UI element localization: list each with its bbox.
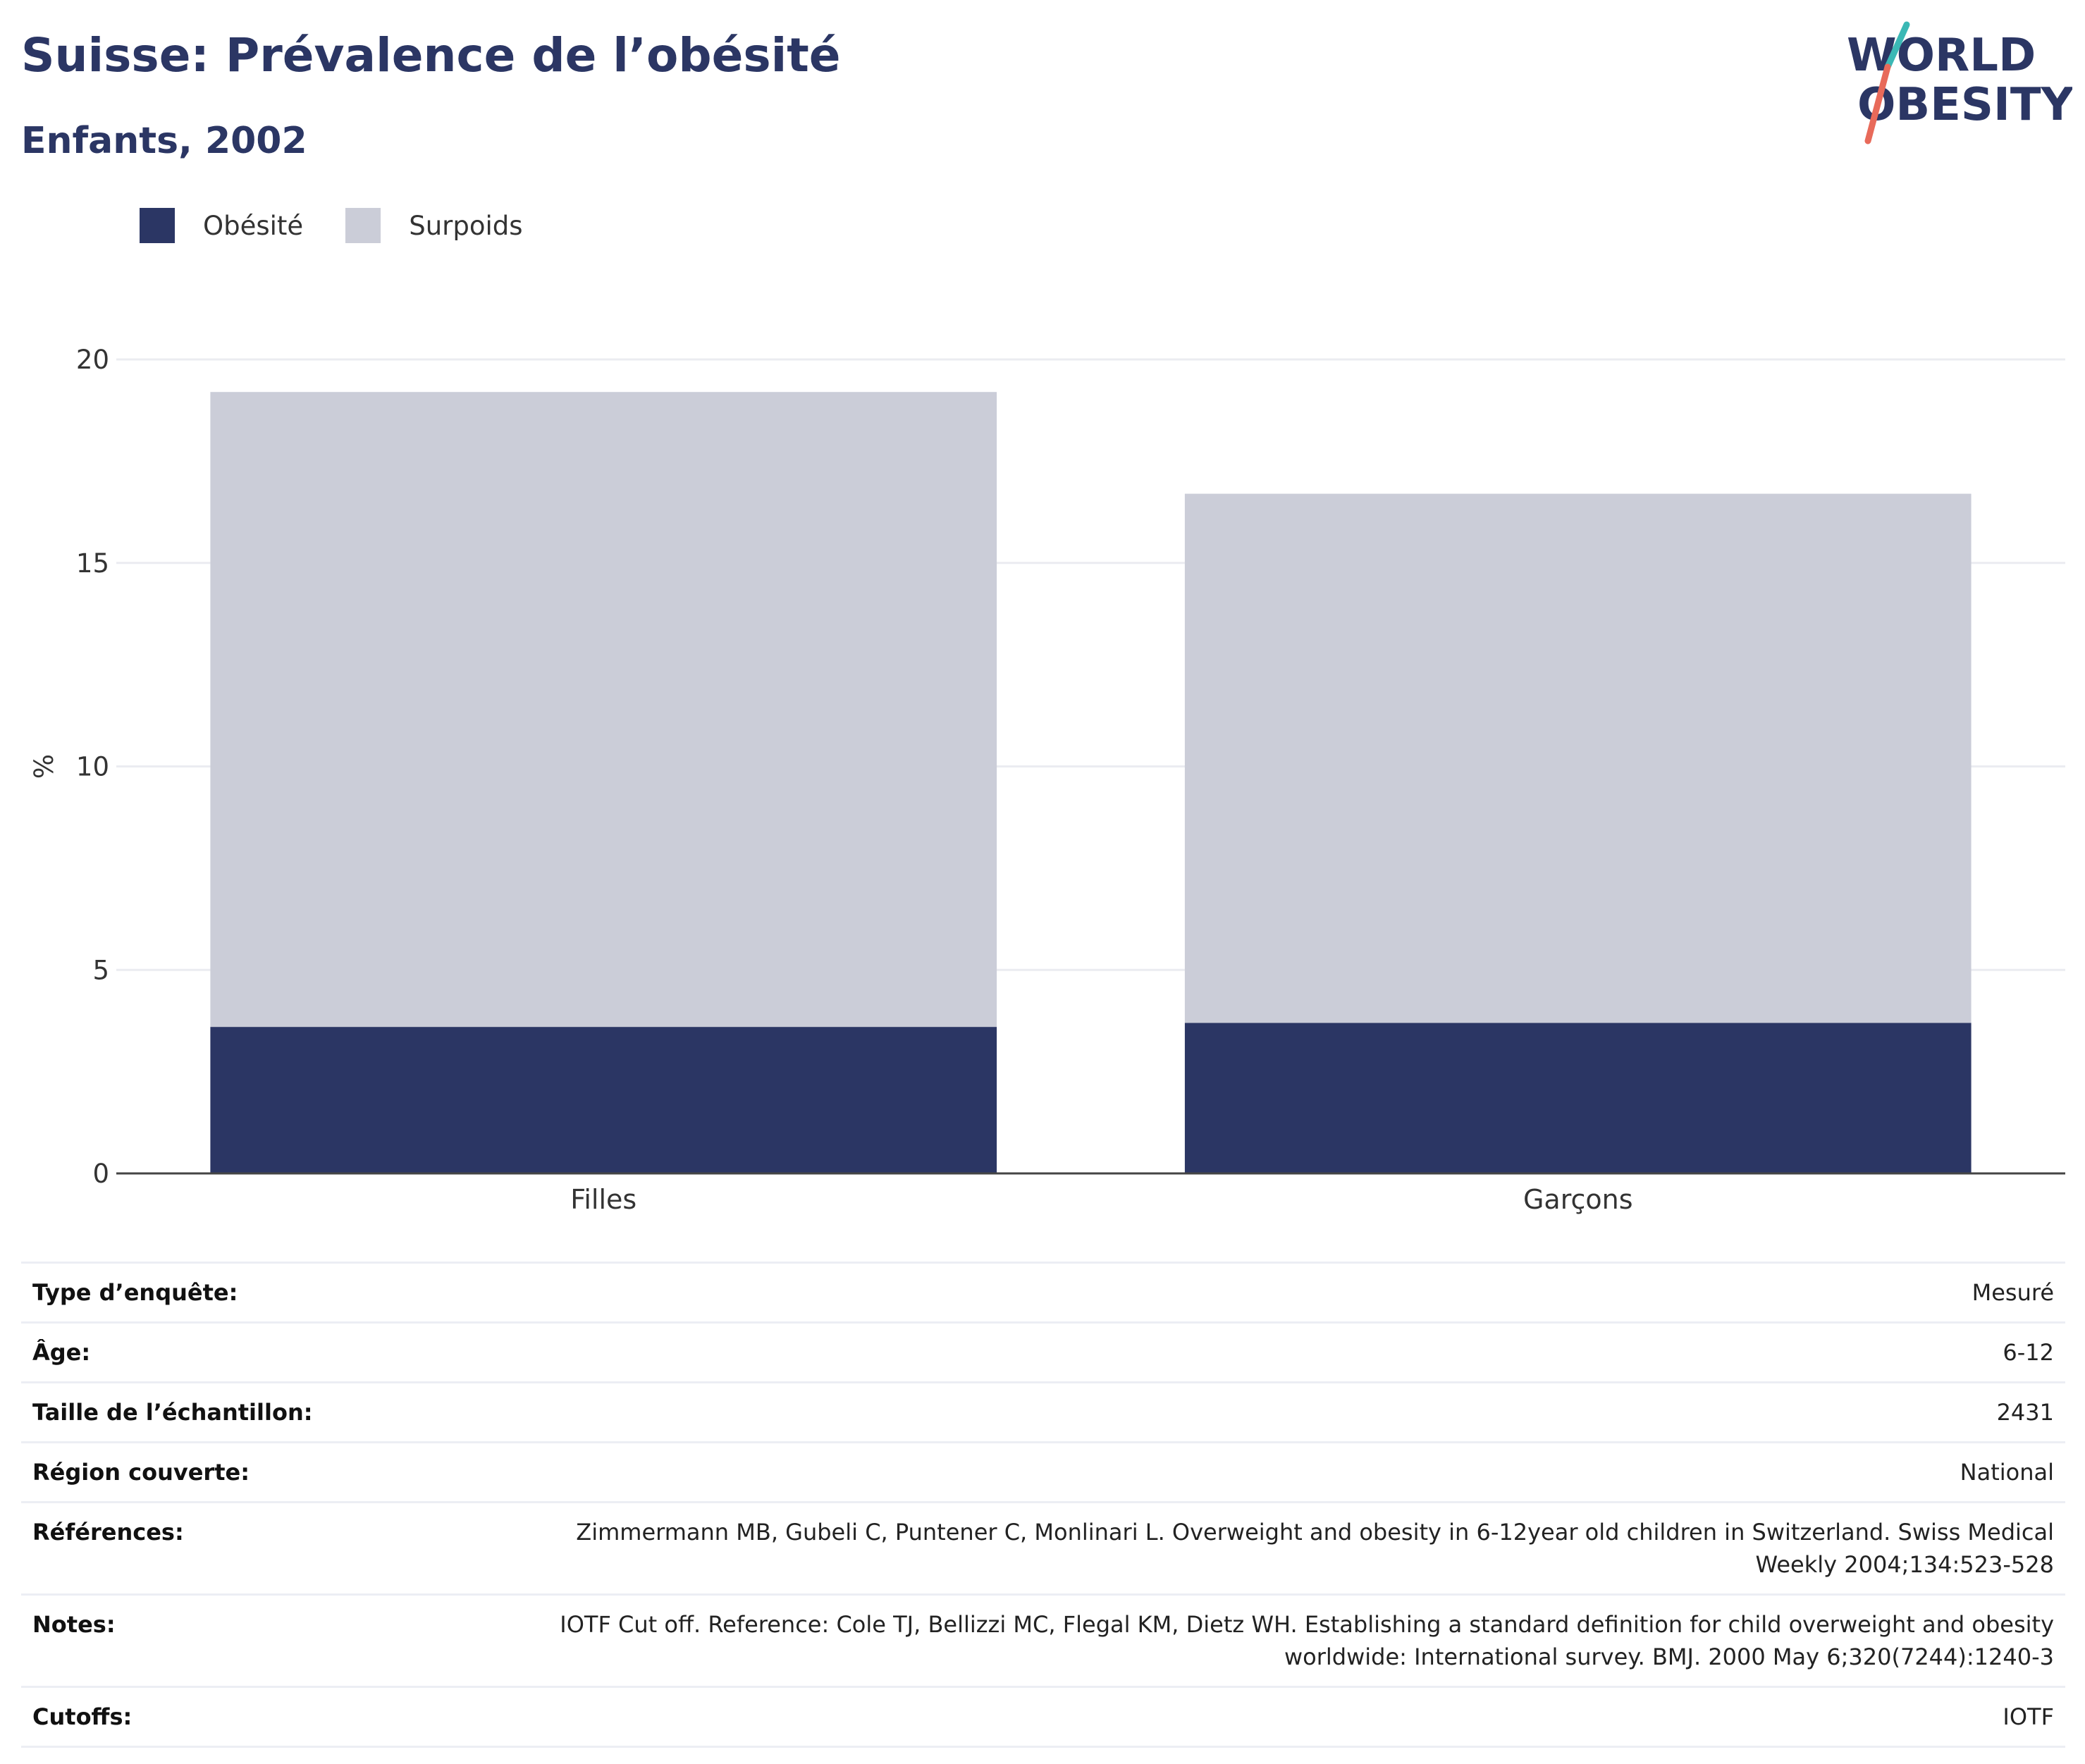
meta-row: Type d’enquête: Mesuré	[21, 1262, 2065, 1323]
meta-value: 6-12	[2003, 1339, 2054, 1366]
logo-line-2: OBESITY	[1857, 79, 2072, 131]
meta-row: Région couverte: National	[21, 1442, 2065, 1503]
world-obesity-logo: WORLD OBESITY	[1847, 21, 2072, 144]
survey-details-table: Type d’enquête: Mesuré Âge: 6-12 Taille de l…	[21, 1262, 2065, 1748]
y-axis-label: %	[29, 754, 59, 779]
logo-line-1: WORLD	[1847, 30, 2036, 82]
meta-value: Zimmermann MB, Gubeli C, Puntener C, Mon…	[576, 1519, 2054, 1578]
y-tick-label: 20	[76, 345, 109, 375]
legend-item-obesity[interactable]: Obésité	[140, 208, 303, 243]
bar-obesity-garcons	[1184, 1023, 1972, 1173]
bar-overweight-garcons	[1184, 493, 1972, 1023]
legend-item-overweight[interactable]: Surpoids	[345, 208, 523, 243]
meta-value: IOTF	[2003, 1703, 2054, 1730]
meta-label: Région couverte:	[32, 1459, 250, 1486]
bar-overweight-filles	[210, 392, 997, 1028]
y-tick-label: 5	[92, 955, 109, 985]
meta-label: Taille de l’échantillon:	[32, 1399, 313, 1426]
meta-label: Notes:	[32, 1611, 116, 1638]
meta-value: IOTF Cut off. Reference: Cole TJ, Belliz…	[560, 1611, 2054, 1670]
meta-value: 2431	[1996, 1399, 2054, 1426]
legend-swatch-obesity	[140, 208, 175, 243]
meta-row: Taille de l’échantillon: 2431	[21, 1382, 2065, 1443]
meta-label: Références:	[32, 1519, 184, 1546]
meta-row: Cutoffs: IOTF	[21, 1686, 2065, 1747]
x-tick-label: Filles	[570, 1184, 636, 1215]
meta-label: Cutoffs:	[32, 1703, 133, 1730]
y-tick-label: 10	[76, 752, 109, 782]
chart-subtitle: Enfants, 2002	[21, 120, 307, 162]
bar-obesity-filles	[210, 1027, 997, 1173]
chart-title: Suisse: Prévalence de l’obésité	[21, 28, 841, 82]
legend-label-overweight: Surpoids	[409, 210, 523, 241]
meta-value: National	[1960, 1459, 2054, 1486]
chart-legend: Obésité Surpoids	[140, 208, 565, 243]
meta-value: Mesuré	[1972, 1279, 2054, 1306]
meta-label: Âge:	[32, 1339, 91, 1366]
meta-row: Notes: IOTF Cut off. Reference: Cole TJ, …	[21, 1594, 2065, 1687]
x-tick-label: Garçons	[1523, 1184, 1633, 1215]
meta-row: Âge: 6-12	[21, 1322, 2065, 1383]
meta-row: Références: Zimmermann MB, Gubeli C, Punt…	[21, 1502, 2065, 1595]
y-tick-label: 15	[76, 548, 109, 579]
y-tick-label: 0	[92, 1159, 109, 1189]
bar-chart: 0 5 10 15 20% Filles Garçons	[29, 345, 2065, 1215]
legend-label-obesity: Obésité	[203, 210, 304, 241]
legend-swatch-overweight	[345, 208, 381, 243]
meta-label: Type d’enquête:	[32, 1279, 238, 1306]
